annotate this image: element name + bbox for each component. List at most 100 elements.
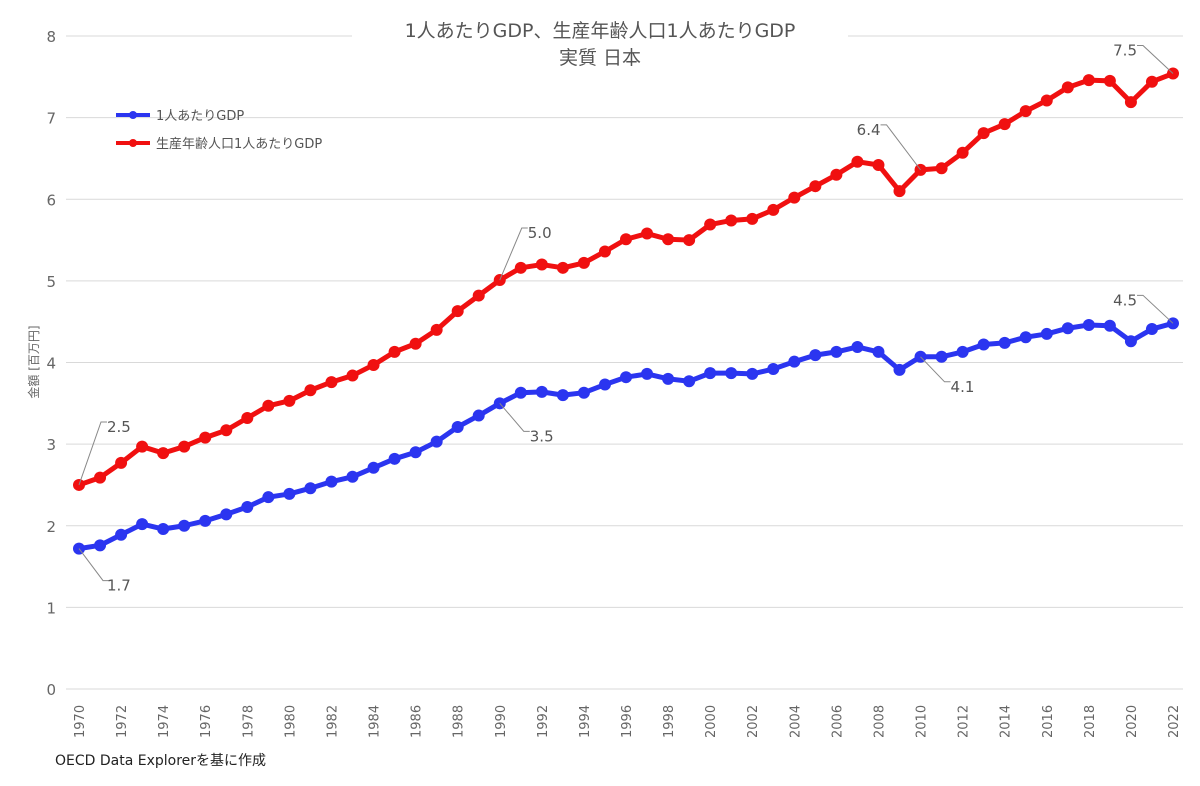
legend: 1人あたりGDP 生産年齢人口1人あたりGDP <box>116 109 322 152</box>
data-point <box>283 487 296 500</box>
data-point <box>746 367 759 380</box>
y-tick-label: 8 <box>46 28 56 46</box>
data-point <box>1040 94 1053 107</box>
data-point <box>788 355 801 368</box>
data-label: 2.5 <box>107 418 131 436</box>
x-tick-label: 2006 <box>830 705 845 738</box>
data-point <box>872 345 885 358</box>
data-point <box>283 394 296 407</box>
data-point <box>809 349 822 362</box>
data-point <box>409 446 422 459</box>
data-point <box>977 338 990 351</box>
series-line-1 <box>78 320 1174 552</box>
data-label: 5.0 <box>528 224 552 242</box>
data-point <box>704 367 717 380</box>
data-point <box>556 389 569 402</box>
data-point <box>830 345 843 358</box>
data-point <box>304 384 317 397</box>
y-tick-label: 0 <box>46 681 56 699</box>
data-point <box>598 378 611 391</box>
data-label: 3.5 <box>530 427 554 445</box>
data-point <box>220 508 233 521</box>
data-point <box>220 424 233 437</box>
x-tick-label: 1976 <box>199 705 214 738</box>
data-point <box>1061 322 1074 335</box>
data-point <box>451 420 464 433</box>
x-tick-label: 2016 <box>1041 705 1056 738</box>
x-tick-label: 2022 <box>1167 705 1182 738</box>
data-point <box>178 519 191 532</box>
x-tick-label: 1992 <box>536 705 551 738</box>
data-point <box>872 158 885 171</box>
data-point <box>577 256 590 269</box>
x-tick-label: 2012 <box>957 705 972 738</box>
data-point <box>451 305 464 318</box>
x-tick-label: 1978 <box>241 705 256 738</box>
y-tick-label: 6 <box>46 191 56 209</box>
y-tick-label: 4 <box>46 355 56 373</box>
data-point <box>767 363 780 376</box>
y-axis-label: 金額 [百万円] <box>26 325 41 398</box>
data-point <box>830 168 843 181</box>
series-line-2 <box>78 71 1174 488</box>
data-point <box>704 218 717 231</box>
x-tick-label: 1994 <box>578 705 593 738</box>
y-tick-label: 5 <box>46 273 56 291</box>
data-point <box>1145 75 1158 88</box>
data-point <box>325 475 338 488</box>
x-tick-label: 1982 <box>325 705 340 738</box>
x-tick-label: 1996 <box>620 705 635 738</box>
x-tick-label: 1990 <box>494 705 509 738</box>
data-point <box>641 367 654 380</box>
x-tick-label: 2020 <box>1125 705 1140 738</box>
chart-title: 1人あたりGDP、生産年齢人口1人あたりGDP <box>405 20 796 42</box>
data-point <box>514 261 527 274</box>
y-tick-label: 3 <box>46 436 56 454</box>
annotation-leader-line <box>1137 45 1174 74</box>
data-point <box>346 470 359 483</box>
data-point <box>851 155 864 168</box>
data-point <box>136 518 149 531</box>
data-point <box>767 203 780 216</box>
data-point <box>998 118 1011 131</box>
annotation-leader-line <box>1137 294 1174 324</box>
x-tick-label: 1980 <box>283 705 298 738</box>
annotation-leader-line <box>920 356 951 383</box>
data-point <box>157 447 170 460</box>
data-point <box>1061 81 1074 94</box>
x-tick-label: 1986 <box>410 705 425 738</box>
x-tick-label: 2010 <box>915 705 930 738</box>
data-point <box>430 323 443 336</box>
data-point <box>1082 318 1095 331</box>
data-point <box>535 385 548 398</box>
annotation-leader-line <box>880 124 921 171</box>
data-point <box>598 245 611 258</box>
data-point <box>157 523 170 536</box>
x-tick-label: 1988 <box>452 705 467 738</box>
data-point <box>325 376 338 389</box>
data-point <box>556 261 569 274</box>
x-tick-label: 1972 <box>115 705 130 738</box>
data-point <box>809 180 822 193</box>
data-point <box>1103 319 1116 332</box>
data-point <box>956 345 969 358</box>
data-point <box>1040 327 1053 340</box>
data-point <box>430 435 443 448</box>
data-point <box>725 367 738 380</box>
data-point <box>662 372 675 385</box>
data-point <box>388 345 401 358</box>
data-point <box>199 431 212 444</box>
data-point <box>851 340 864 353</box>
data-point <box>241 500 254 513</box>
data-point <box>94 539 107 552</box>
x-tick-label: 1974 <box>157 705 172 738</box>
data-point <box>535 258 548 271</box>
data-point <box>94 471 107 484</box>
annotation-leader-line <box>78 421 107 486</box>
y-tick-label: 2 <box>46 518 56 536</box>
annotation-leader-line <box>78 548 109 582</box>
data-point <box>241 412 254 425</box>
data-label: 7.5 <box>1113 42 1137 60</box>
data-point <box>893 363 906 376</box>
